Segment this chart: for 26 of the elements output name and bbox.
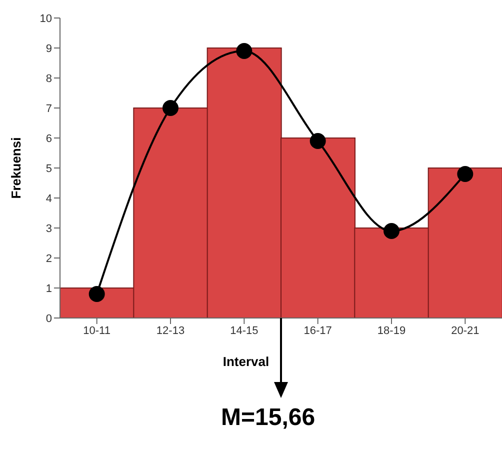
point bbox=[457, 166, 474, 182]
y-tick-label: 8 bbox=[46, 72, 52, 85]
y-tick-label: 10 bbox=[40, 12, 52, 25]
y-axis-title: Frekuensi bbox=[8, 137, 24, 199]
x-tick-label: 18-19 bbox=[377, 324, 406, 337]
point bbox=[236, 43, 252, 59]
y-tick-label: 7 bbox=[46, 102, 52, 115]
y-tick-label: 0 bbox=[46, 312, 52, 325]
y-tick-label: 2 bbox=[46, 252, 52, 265]
y-tick-label: 1 bbox=[46, 282, 52, 295]
y-tick-label: 4 bbox=[46, 192, 52, 205]
x-tick-label: 14-15 bbox=[230, 324, 258, 337]
point bbox=[384, 223, 400, 239]
point bbox=[88, 286, 105, 302]
y-tick-label: 5 bbox=[46, 162, 52, 175]
y-tick-label: 6 bbox=[46, 132, 52, 145]
text: M=15,66 bbox=[221, 404, 316, 432]
x-tick-label: 10-11 bbox=[83, 324, 110, 337]
y-tick-label: 3 bbox=[46, 222, 52, 235]
point bbox=[310, 133, 326, 149]
x-axis-title: Interval bbox=[222, 354, 270, 369]
point bbox=[162, 100, 178, 116]
x-tick-label: 16-17 bbox=[304, 324, 332, 337]
x-tick-label: 12-13 bbox=[156, 324, 185, 337]
x-tick-label: 20-21 bbox=[451, 324, 480, 337]
y-tick-label: 9 bbox=[46, 42, 52, 55]
